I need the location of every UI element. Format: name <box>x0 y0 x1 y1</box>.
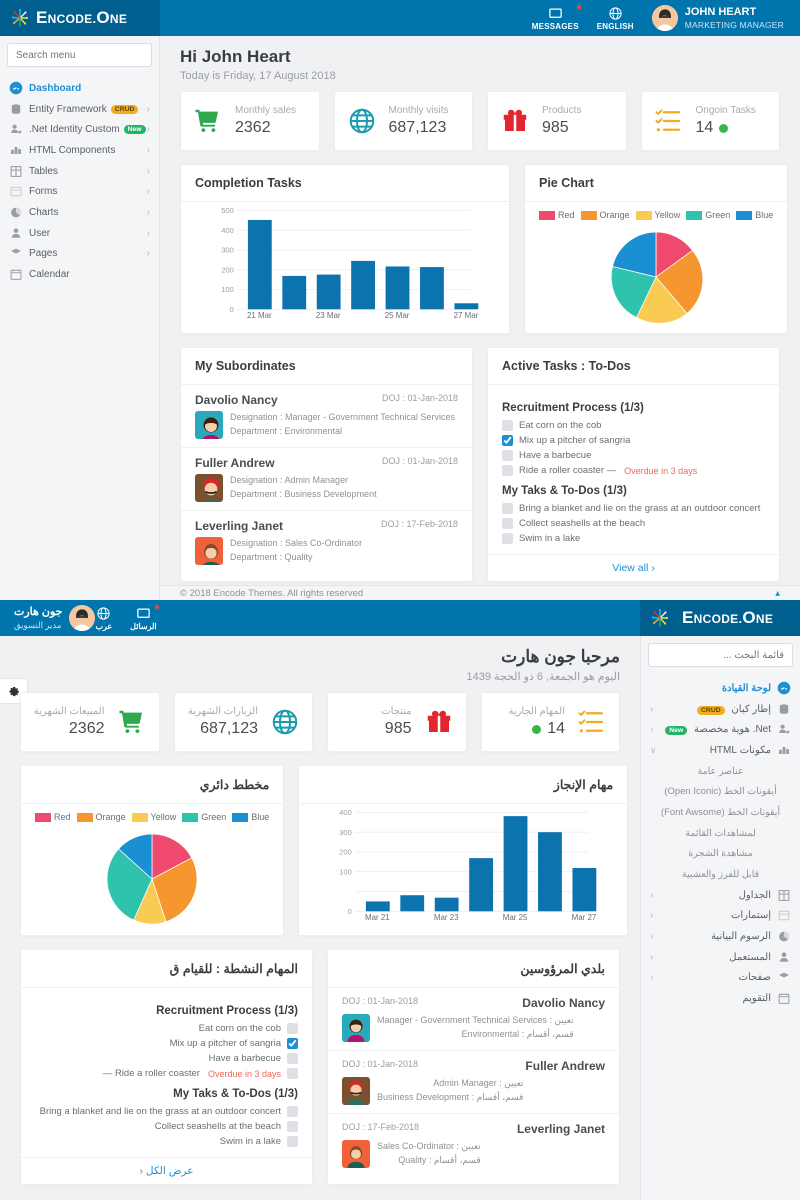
svg-text:25 Mar: 25 Mar <box>385 311 410 319</box>
svg-text:23 Mar: 23 Mar <box>316 311 341 319</box>
svg-text:500: 500 <box>221 206 234 215</box>
svg-text:Mar 25: Mar 25 <box>503 913 528 921</box>
svg-text:Mar 23: Mar 23 <box>434 913 459 921</box>
svg-text:100: 100 <box>340 867 353 876</box>
svg-text:0: 0 <box>348 907 352 916</box>
svg-text:Mar 27: Mar 27 <box>572 913 597 921</box>
svg-text:300: 300 <box>221 246 234 255</box>
svg-text:100: 100 <box>221 285 234 294</box>
svg-text:27 Mar: 27 Mar <box>454 311 479 319</box>
svg-text:200: 200 <box>221 265 234 274</box>
svg-text:300: 300 <box>340 828 353 837</box>
svg-text:400: 400 <box>221 226 234 235</box>
svg-text:200: 200 <box>340 848 353 857</box>
svg-text:400: 400 <box>340 808 353 817</box>
svg-text:Mar 21: Mar 21 <box>365 913 390 921</box>
svg-text:21 Mar: 21 Mar <box>247 311 272 319</box>
svg-text:0: 0 <box>230 305 234 314</box>
